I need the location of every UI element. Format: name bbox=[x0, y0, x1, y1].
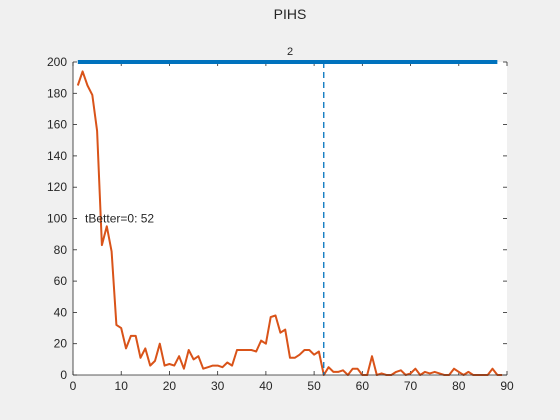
x-tick-label: 70 bbox=[404, 379, 418, 393]
x-tick-label: 80 bbox=[452, 379, 466, 393]
y-tick-label: 100 bbox=[47, 212, 67, 226]
axis-lines bbox=[72, 62, 507, 376]
x-tick-label: 20 bbox=[163, 379, 177, 393]
y-tick-label: 80 bbox=[54, 243, 68, 257]
x-tick-label: 10 bbox=[115, 379, 129, 393]
y-tick-label: 20 bbox=[54, 337, 68, 351]
x-tick-label: 90 bbox=[500, 379, 514, 393]
x-tick-label: 30 bbox=[211, 379, 225, 393]
annotation-text: tBetter=0: 52 bbox=[85, 212, 154, 226]
plot-area bbox=[73, 62, 507, 375]
x-tick-label: 60 bbox=[356, 379, 370, 393]
reference-line-label: 2 bbox=[287, 46, 293, 58]
x-tick-label: 40 bbox=[259, 379, 273, 393]
y-tick-label: 0 bbox=[60, 368, 67, 382]
chart-title: PIHS bbox=[274, 6, 307, 22]
y-tick-label: 40 bbox=[54, 305, 68, 319]
y-tick-label: 60 bbox=[54, 274, 68, 288]
y-tick-label: 200 bbox=[47, 55, 67, 69]
y-tick-label: 180 bbox=[47, 86, 67, 100]
y-axis: 0 20 40 60 80 100 120 140 160 180 200 bbox=[47, 55, 507, 382]
y-tick-label: 140 bbox=[47, 149, 67, 163]
y-tick-label: 160 bbox=[47, 118, 67, 132]
x-tick-label: 0 bbox=[70, 379, 77, 393]
y-tick-label: 120 bbox=[47, 180, 67, 194]
x-tick-label: 50 bbox=[307, 379, 321, 393]
